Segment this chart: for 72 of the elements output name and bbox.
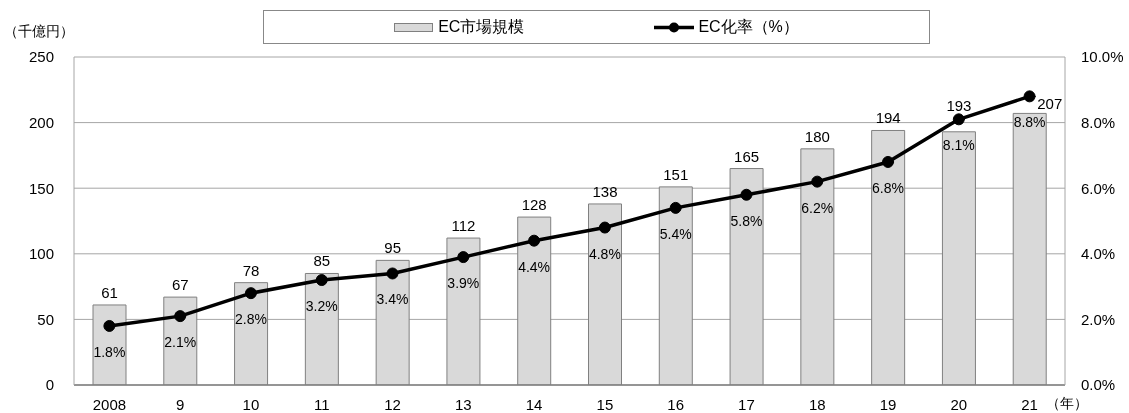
x-tick-label: 9 — [176, 395, 185, 413]
data-label: 3.2% — [305, 298, 338, 315]
legend-label: EC市場規模 — [438, 16, 525, 37]
point — [103, 319, 116, 332]
data-label: 3.4% — [376, 291, 409, 308]
data-label: 193 — [946, 96, 972, 114]
point — [669, 201, 682, 214]
x-tick-label: 19 — [879, 395, 897, 413]
x-tick-label: 12 — [384, 395, 401, 413]
point — [952, 113, 965, 126]
y2-tick-label: 10.0% — [1081, 48, 1124, 66]
data-label: 8.8% — [1013, 114, 1046, 131]
point — [740, 188, 753, 201]
data-label: 4.4% — [518, 258, 551, 275]
x-tick-label: 10 — [242, 395, 260, 413]
x-tick-label: 16 — [667, 395, 685, 413]
data-label: 151 — [663, 165, 689, 183]
data-label: 95 — [384, 239, 401, 257]
data-label: 6.8% — [872, 179, 904, 196]
point — [386, 267, 399, 280]
data-label: 1.8% — [93, 343, 126, 360]
data-label: 5.8% — [730, 212, 763, 229]
point — [174, 310, 187, 323]
data-label: 67 — [171, 276, 189, 294]
y2-tick-label: 6.0% — [1081, 179, 1116, 197]
data-label: 2.8% — [235, 311, 267, 328]
data-label: 6.2% — [801, 199, 834, 216]
data-label: 128 — [521, 196, 547, 214]
point — [598, 221, 611, 234]
x-tick-label: 2008 — [92, 395, 127, 413]
y-tick-label: 250 — [28, 48, 54, 66]
y-tick-label: 150 — [28, 179, 54, 197]
data-label: 8.1% — [942, 137, 975, 154]
point — [811, 175, 824, 188]
x-tick-label: 11 — [313, 395, 330, 413]
data-label: 165 — [734, 147, 760, 165]
point — [528, 234, 541, 247]
y-tick-label: 0 — [45, 376, 54, 394]
y2-tick-label: 0.0% — [1081, 376, 1116, 394]
data-label: 5.4% — [659, 225, 692, 242]
data-label: 180 — [804, 127, 830, 145]
x-tick-label: 18 — [808, 395, 826, 413]
data-label: 194 — [875, 109, 901, 127]
point — [882, 155, 895, 168]
data-label: 112 — [451, 217, 476, 235]
data-label: 207 — [1037, 95, 1063, 113]
y-tick-label: 100 — [28, 245, 54, 263]
data-label: 138 — [592, 182, 618, 200]
data-label: 78 — [242, 261, 260, 279]
data-label: 2.1% — [164, 334, 197, 351]
data-label: 3.9% — [447, 275, 480, 292]
y-axis-title: （千億円） — [4, 23, 74, 41]
x-tick-label: 20 — [950, 395, 968, 413]
y-tick-label: 50 — [37, 310, 54, 328]
x-axis-title: （年） — [1046, 395, 1088, 413]
x-tick-label: 15 — [596, 395, 614, 413]
point — [1023, 90, 1036, 103]
x-tick-label: 13 — [454, 395, 472, 413]
y-tick-label: 200 — [28, 113, 54, 131]
legend-label: EC化率（%） — [698, 16, 799, 37]
y2-tick-label: 8.0% — [1081, 113, 1116, 131]
point — [315, 274, 328, 287]
data-label: 85 — [313, 252, 331, 270]
y2-tick-label: 2.0% — [1081, 310, 1116, 328]
data-label: 4.8% — [588, 245, 621, 262]
x-tick-label: 17 — [738, 395, 755, 413]
x-tick-label: 21 — [1021, 395, 1038, 413]
data-label: 61 — [101, 283, 118, 301]
point — [244, 287, 257, 300]
y2-tick-label: 4.0% — [1081, 245, 1116, 263]
x-tick-label: 14 — [525, 395, 543, 413]
point — [457, 251, 470, 264]
